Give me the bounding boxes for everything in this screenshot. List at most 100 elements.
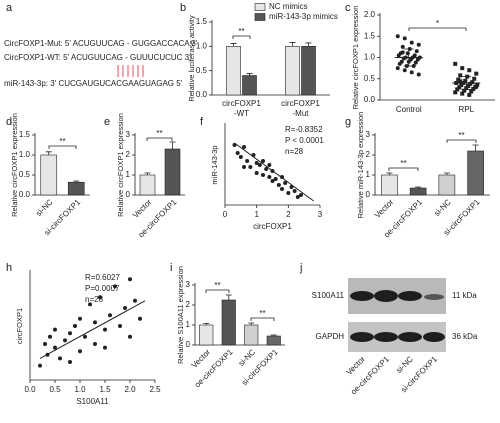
point (466, 83, 471, 88)
point (402, 68, 407, 73)
sd-bar (461, 76, 472, 90)
point (457, 85, 462, 90)
significance-label: ** (458, 131, 464, 140)
error-bar (45, 151, 52, 155)
stat-annotation: R=0.6027 (85, 273, 120, 282)
point (474, 84, 479, 89)
point (254, 171, 259, 175)
y-tick-label: 2 (366, 150, 371, 159)
protein-label: GAPDH (316, 332, 345, 341)
point (63, 338, 67, 343)
point (123, 306, 127, 310)
y-axis-label: Relative luciferase activity (187, 15, 196, 102)
x-tick-label: 0.0 (24, 385, 36, 394)
point (458, 73, 463, 78)
error-bar (443, 172, 450, 175)
error-bar (230, 43, 237, 47)
y-tick-label: 0.0 (364, 95, 376, 104)
panel-label: j (299, 262, 302, 274)
trend-line (39, 300, 146, 359)
point (468, 81, 473, 86)
point (128, 277, 132, 282)
x-tick-label: circFOXP1 (222, 99, 261, 108)
y-axis-label: Relative circFOXP1 expression (10, 113, 19, 217)
y-tick-label: 1.0 (196, 41, 208, 50)
point (463, 78, 468, 83)
error-bar (289, 42, 296, 47)
y-tick-label: 0 (126, 190, 131, 199)
point (397, 61, 402, 66)
point (133, 298, 137, 303)
panel-label: d (6, 116, 12, 128)
point (453, 61, 458, 66)
point (280, 187, 284, 191)
y-tick-label: 2.0 (364, 10, 376, 19)
point (471, 86, 476, 91)
pairing-lines (117, 65, 144, 77)
point (43, 342, 47, 346)
point (93, 342, 97, 346)
size-label: 11 kDa (452, 291, 477, 300)
point (400, 44, 405, 49)
point (264, 167, 269, 171)
point (409, 40, 414, 45)
point (460, 66, 465, 71)
significance-label: ** (156, 129, 162, 138)
point (286, 191, 291, 195)
point (53, 345, 57, 350)
significance-label: ** (59, 137, 65, 146)
point (108, 313, 112, 318)
y-tick-label: 0 (186, 340, 191, 349)
y-axis-label: miR-143-3p (210, 145, 219, 184)
y-tick-label: 1.0 (19, 150, 31, 159)
point (103, 345, 107, 350)
point (235, 151, 240, 155)
x-tick-label: 2 (286, 210, 291, 219)
bar (221, 299, 236, 346)
x-tick-label: -WT (234, 109, 249, 118)
bar (67, 181, 85, 196)
legend-label: NC mimics (269, 2, 308, 11)
bar (40, 154, 58, 196)
significance-bracket (408, 27, 467, 31)
point (38, 363, 42, 368)
bar (244, 324, 259, 346)
bar (301, 46, 316, 96)
bar (438, 174, 456, 196)
bar (199, 324, 214, 346)
x-axis-label: S100A11 (76, 397, 109, 406)
point (254, 161, 259, 165)
point (267, 163, 272, 167)
point (467, 92, 472, 97)
blot-bands (350, 290, 445, 342)
point (467, 68, 472, 73)
sequence-line: CircFOXP1-Mut: 5' ACUGUUCAG - GUGGACCACA… (4, 39, 198, 48)
error-bar (415, 186, 422, 188)
point (270, 179, 275, 183)
y-tick-label: 2 (186, 300, 191, 309)
protein-label: S100A11 (312, 291, 345, 300)
bar (381, 174, 398, 196)
y-axis-label: Relative circFOXP1 expression (116, 113, 125, 217)
x-tick-label: Vector (373, 197, 396, 220)
x-tick-label: Vector (131, 197, 154, 220)
y-tick-label: 3 (366, 130, 371, 139)
x-tick-label: si-NC (432, 197, 453, 218)
x-tick-label: Control (396, 105, 422, 114)
error-bar (246, 73, 253, 76)
significance-label: * (436, 19, 439, 28)
point (453, 90, 458, 95)
point (138, 316, 142, 321)
point (128, 334, 132, 339)
bar (139, 174, 156, 196)
point (261, 173, 265, 177)
size-label: 36 kDa (452, 332, 478, 341)
significance-bracket (205, 289, 230, 293)
significance-bracket (446, 139, 477, 143)
error-bar (73, 180, 80, 183)
stat-annotation: n=28 (85, 295, 104, 304)
point (78, 316, 82, 321)
y-tick-label: 1.0 (364, 53, 376, 62)
point (396, 53, 401, 58)
error-bar (225, 294, 232, 300)
